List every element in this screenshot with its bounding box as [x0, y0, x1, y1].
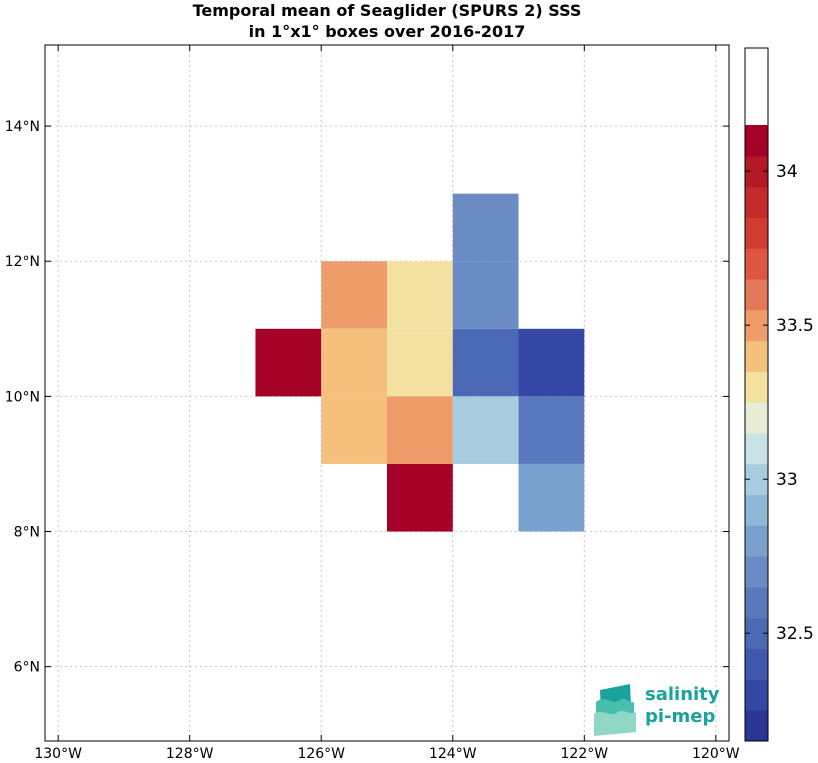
colorbar-swatch — [745, 679, 768, 711]
x-tick-label: 130°W — [34, 746, 82, 762]
colorbar-swatch — [745, 371, 768, 403]
sss-cell — [321, 328, 387, 397]
x-tick-label: 120°W — [692, 746, 740, 762]
x-tick-label: 124°W — [429, 746, 477, 762]
colorbar-swatch — [745, 433, 768, 465]
y-tick-label: 12°N — [5, 254, 40, 270]
sss-cell — [452, 328, 519, 397]
colorbar-swatch — [745, 494, 768, 526]
sss-cell — [518, 396, 585, 464]
colorbar-frame — [744, 47, 769, 742]
x-axis: 130°W 128°W 126°W 124°W 122°W 120°W — [34, 45, 740, 762]
colorbar-swatch — [745, 125, 768, 157]
sss-cell — [387, 328, 453, 397]
y-tick-label: 14°N — [5, 119, 40, 135]
sss-cell — [452, 396, 519, 464]
colorbar-swatch — [745, 155, 768, 188]
y-axis: 6°N 8°N 10°N 12°N 14°N — [5, 119, 729, 676]
chart-title: Temporal mean of Seaglider (SPURS 2) SSS… — [193, 1, 582, 41]
salinity-pi-mep-logo: salinity pi-mep — [594, 684, 720, 736]
chart-title-line: in 1°x1° boxes over 2016-2017 — [249, 22, 526, 41]
sss-cell — [518, 328, 585, 397]
y-tick-label: 10°N — [5, 389, 40, 405]
colorbar-swatch — [745, 587, 768, 619]
sss-cells — [255, 193, 585, 532]
colorbar-swatch — [745, 309, 768, 342]
colorbar-swatch — [745, 279, 768, 311]
y-tick-label: 6°N — [14, 660, 40, 676]
colorbar-swatch — [745, 217, 768, 249]
colorbar-tick-label: 33.5 — [776, 316, 814, 336]
sss-cell — [255, 328, 322, 397]
sss-cell — [452, 193, 519, 262]
sss-cell — [321, 261, 387, 329]
colorbar-swatch — [745, 617, 768, 650]
colorbar-swatch — [745, 248, 768, 280]
logo-line1: salinity — [645, 684, 720, 705]
colorbar-swatch — [745, 463, 768, 496]
y-tick-label: 8°N — [14, 525, 40, 541]
colorbar-swatch — [745, 402, 768, 434]
colorbar-tick-label: 32.5 — [776, 624, 814, 644]
sss-cell — [452, 261, 519, 329]
logo-line2: pi-mep — [645, 706, 715, 727]
sss-cell — [387, 463, 453, 532]
x-tick-label: 122°W — [561, 746, 609, 762]
colorbar-swatch — [745, 186, 768, 218]
colorbar-swatch — [745, 710, 768, 742]
x-tick-label: 126°W — [297, 746, 345, 762]
colorbar-swatch — [745, 556, 768, 588]
colorbar-tick-label: 33 — [776, 470, 798, 490]
chart-title-line: Temporal mean of Seaglider (SPURS 2) SSS — [193, 1, 582, 20]
sss-cell — [387, 261, 453, 329]
sss-cell — [518, 463, 585, 532]
sss-cell — [387, 396, 453, 464]
plot-frame — [44, 44, 730, 742]
sss-cell — [321, 396, 387, 464]
colorbar-swatch — [745, 340, 768, 372]
colorbar-tick-label: 34 — [776, 162, 798, 182]
logo-icon — [594, 684, 636, 736]
colorbar-swatch — [745, 648, 768, 680]
colorbar-swatch — [745, 525, 768, 557]
colorbar: 32.5 33 33.5 34 — [744, 47, 814, 742]
x-tick-label: 128°W — [166, 746, 214, 762]
